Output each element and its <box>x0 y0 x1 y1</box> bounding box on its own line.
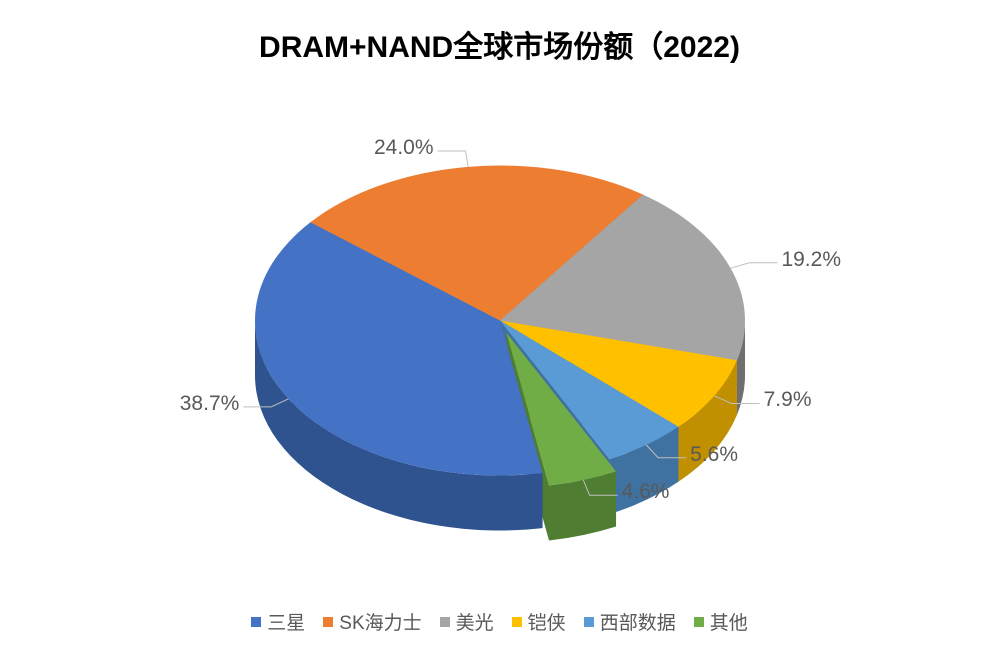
slice-label: 24.0% <box>374 136 434 160</box>
slice-label: 19.2% <box>781 248 841 272</box>
legend-swatch <box>694 617 704 627</box>
slice-label: 5.6% <box>690 443 738 467</box>
slice-label: 4.6% <box>622 480 670 504</box>
slice-label: 38.7% <box>180 392 240 416</box>
legend-item: 美光 <box>440 608 494 635</box>
legend-swatch <box>251 617 261 627</box>
pie-chart <box>195 78 805 623</box>
legend-swatch <box>512 617 522 627</box>
pie-svg <box>195 78 805 618</box>
legend-label: SK海力士 <box>339 608 421 635</box>
legend-label: 其他 <box>710 608 748 635</box>
legend: 三星 SK海力士 美光 铠侠 西部数据 其他 <box>0 608 999 635</box>
slice-label: 7.9% <box>764 388 812 412</box>
legend-swatch <box>584 617 594 627</box>
legend-swatch <box>440 617 450 627</box>
legend-label: 美光 <box>456 608 494 635</box>
chart-title: DRAM+NAND全球市场份额（2022) <box>0 22 999 66</box>
legend-item: 铠侠 <box>512 608 566 635</box>
legend-label: 西部数据 <box>600 608 676 635</box>
legend-swatch <box>323 617 333 627</box>
legend-label: 铠侠 <box>528 608 566 635</box>
leader-line <box>730 262 777 267</box>
chart-container: DRAM+NAND全球市场份额（2022) 38.7% 24.0% 19.2% 7.9… <box>0 0 999 665</box>
legend-item: 其他 <box>694 608 748 635</box>
leader-line <box>437 150 468 166</box>
legend-label: 三星 <box>267 608 305 635</box>
legend-item: 西部数据 <box>584 608 676 635</box>
legend-item: 三星 <box>251 608 305 635</box>
legend-item: SK海力士 <box>323 608 421 635</box>
